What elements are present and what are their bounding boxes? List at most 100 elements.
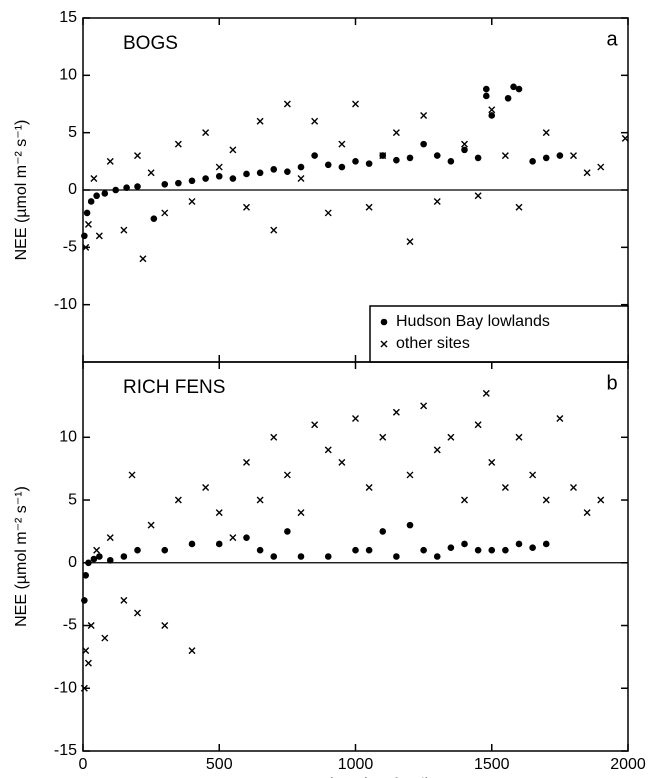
point (433, 152, 441, 159)
point (297, 175, 305, 183)
legend-marker (380, 340, 388, 348)
point (174, 496, 182, 504)
point (93, 546, 101, 554)
legend-label: Hudson Bay lowlands (396, 313, 550, 330)
point (461, 496, 468, 504)
point (447, 433, 455, 441)
panel-title: RICH FENS (123, 377, 225, 398)
point (84, 659, 92, 667)
point (352, 414, 359, 422)
point (297, 163, 305, 171)
point (270, 433, 278, 441)
x-axis-label: PPFD (µmol m⁻² s⁻¹) (280, 776, 431, 778)
point (229, 146, 237, 154)
point (139, 255, 147, 263)
y-tick-label: -15 (54, 742, 77, 759)
point (365, 546, 373, 554)
point (120, 553, 128, 560)
point (93, 192, 100, 200)
point (120, 226, 128, 234)
y-tick-label: 5 (68, 124, 77, 141)
point (283, 100, 291, 108)
point (188, 197, 196, 205)
point (270, 553, 278, 560)
point (352, 158, 359, 165)
point (81, 597, 88, 604)
point (112, 186, 119, 194)
point (365, 160, 373, 167)
y-tick-label: -10 (54, 296, 77, 313)
point (474, 546, 482, 554)
point (393, 156, 400, 164)
point (488, 106, 496, 114)
point (529, 158, 536, 165)
point (482, 389, 490, 397)
point (447, 158, 455, 165)
point (80, 684, 88, 692)
point (215, 172, 223, 180)
point (504, 94, 512, 102)
x-tick-label: 2000 (610, 756, 646, 773)
point (82, 572, 90, 579)
panel-label: a (606, 28, 618, 50)
point (556, 414, 564, 422)
point (483, 85, 490, 93)
point (529, 471, 537, 479)
point (597, 163, 605, 171)
legend-marker (380, 318, 388, 326)
point (570, 483, 577, 491)
point (270, 226, 278, 234)
point (542, 154, 550, 162)
point (101, 634, 109, 642)
point (229, 175, 237, 182)
point (243, 170, 250, 178)
point (243, 203, 250, 211)
point (365, 203, 373, 211)
point (123, 184, 130, 192)
point (87, 622, 95, 630)
point (229, 534, 237, 542)
y-tick-label: -5 (63, 239, 77, 256)
point (324, 553, 332, 560)
point (147, 521, 155, 529)
point (188, 177, 196, 185)
point (474, 192, 482, 200)
point (161, 180, 169, 188)
point (379, 433, 387, 441)
point (501, 152, 509, 160)
point (515, 540, 523, 548)
y-tick-label: -5 (63, 617, 77, 634)
point (447, 544, 455, 552)
point (352, 546, 359, 554)
point (502, 546, 509, 554)
x-tick-label: 500 (206, 756, 233, 773)
point (515, 85, 523, 93)
point (488, 458, 496, 466)
point (474, 154, 482, 162)
point (379, 152, 387, 160)
plot-frame (82, 361, 629, 752)
point (406, 154, 414, 162)
point (515, 203, 523, 211)
point (202, 483, 210, 491)
point (420, 111, 428, 119)
y-tick-label: 0 (68, 554, 77, 571)
point (324, 209, 332, 217)
point (106, 534, 114, 542)
point (161, 622, 169, 630)
point (621, 134, 629, 142)
point (188, 647, 196, 655)
point (461, 146, 468, 154)
point (324, 446, 332, 454)
point (82, 243, 90, 251)
point (542, 496, 550, 504)
point (284, 528, 291, 535)
point (311, 152, 318, 159)
point (134, 152, 141, 160)
point (83, 209, 91, 217)
point (515, 433, 523, 441)
point (256, 546, 264, 554)
point (488, 112, 496, 119)
point (202, 175, 209, 182)
point (283, 471, 291, 479)
